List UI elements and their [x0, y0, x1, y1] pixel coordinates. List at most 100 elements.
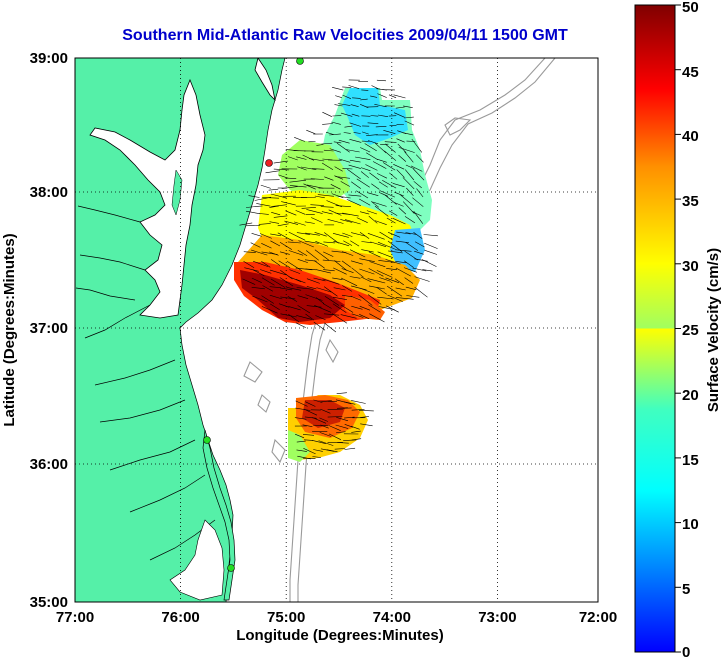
- velocity-arrow: [329, 133, 341, 136]
- velocity-arrow: [281, 201, 296, 206]
- velocity-arrow: [270, 259, 281, 266]
- velocity-arrow: [358, 410, 374, 412]
- x-tick-label: 72:00: [579, 609, 617, 626]
- velocity-arrow: [252, 269, 265, 277]
- velocity-arrow: [351, 430, 361, 433]
- velocity-arrow: [296, 232, 311, 235]
- velocity-arrow: [259, 233, 272, 239]
- velocity-arrow: [333, 141, 342, 144]
- velocity-arrow: [320, 400, 332, 403]
- velocity-arrow: [424, 242, 438, 249]
- velocity-arrow: [350, 425, 360, 430]
- velocity-arrow: [349, 122, 362, 127]
- velocity-arrow: [319, 432, 332, 437]
- velocity-arrow: [338, 139, 350, 144]
- velocity-arrow: [350, 295, 362, 301]
- chart-title: Southern Mid-Atlantic Raw Velocities 200…: [122, 27, 568, 44]
- velocity-arrow: [289, 179, 307, 183]
- velocity-arrow: [361, 89, 369, 91]
- velocity-arrow: [371, 85, 379, 90]
- velocity-arrow: [375, 126, 387, 128]
- velocity-arrow: [384, 150, 397, 161]
- velocity-arrow: [325, 131, 334, 135]
- velocity-arrow: [296, 315, 312, 320]
- velocity-arrow: [344, 416, 355, 419]
- velocity-arrow: [386, 285, 403, 297]
- colorbar-tick-label: 30: [682, 258, 699, 275]
- velocity-arrow: [348, 194, 362, 197]
- velocity-arrow: [404, 250, 418, 261]
- velocity-arrow: [303, 439, 313, 441]
- velocity-arrow: [268, 188, 279, 191]
- velocity-arrow: [371, 183, 380, 190]
- velocity-arrow: [244, 267, 259, 272]
- velocity-arrow: [323, 241, 336, 244]
- velocity-arrow: [337, 195, 351, 199]
- colorbar-tick-label: 40: [682, 128, 699, 145]
- velocity-arrow: [334, 260, 348, 271]
- velocity-arrow: [376, 158, 387, 163]
- velocity-arrow: [403, 260, 414, 268]
- x-tick-label: 74:00: [373, 609, 411, 626]
- velocity-arrow: [320, 408, 331, 414]
- velocity-arrow: [379, 277, 391, 282]
- velocity-arrow: [269, 303, 280, 311]
- velocity-arrow: [375, 220, 387, 225]
- velocity-arrow: [342, 232, 353, 237]
- velocity-arrow: [359, 198, 371, 206]
- velocity-arrow: [398, 147, 415, 153]
- velocity-arrow: [321, 142, 333, 145]
- velocity-arrow: [245, 225, 261, 227]
- velocity-arrow: [289, 269, 301, 274]
- velocity-arrow: [269, 221, 280, 224]
- y-tick-label: 39:00: [30, 50, 68, 67]
- velocity-arrow: [423, 234, 438, 237]
- velocity-arrow: [330, 184, 341, 190]
- velocity-arrow: [252, 295, 268, 303]
- velocity-arrow: [334, 104, 343, 107]
- velocity-arrow: [251, 277, 262, 283]
- station-marker: [203, 436, 211, 444]
- velocity-arrow: [273, 160, 288, 164]
- velocity-arrow: [402, 132, 414, 136]
- velocity-arrow: [351, 438, 362, 441]
- velocity-arrow: [260, 269, 272, 274]
- colorbar-tick-label: 50: [682, 0, 699, 16]
- velocity-arrow: [335, 205, 351, 207]
- colorbar-tick-label: 15: [682, 452, 699, 469]
- velocity-arrow: [323, 286, 338, 297]
- velocity-arrow: [242, 278, 256, 285]
- velocity-arrow: [305, 294, 323, 301]
- velocity-arrow: [288, 306, 301, 311]
- velocity-arrow: [376, 79, 387, 82]
- velocity-arrow: [372, 161, 387, 169]
- velocity-arrow: [404, 169, 415, 181]
- velocity-arrow: [374, 142, 387, 154]
- velocity-arrow: [351, 232, 365, 237]
- velocity-arrow: [323, 269, 335, 272]
- velocity-arrow: [323, 313, 340, 316]
- velocity-arrow: [340, 277, 358, 287]
- velocity-arrow: [304, 221, 315, 224]
- velocity-arrow: [322, 259, 341, 262]
- x-tick-label: 75:00: [267, 609, 305, 626]
- velocity-arrow: [327, 408, 344, 410]
- x-tick-label: 76:00: [161, 609, 199, 626]
- velocity-arrow: [294, 221, 306, 226]
- velocity-arrow: [361, 115, 371, 117]
- velocity-arrow: [377, 251, 394, 258]
- velocity-arrow: [376, 270, 393, 278]
- velocity-arrow: [304, 240, 319, 244]
- velocity-arrow: [406, 295, 420, 298]
- velocity-arrow: [385, 305, 399, 313]
- velocity-arrow: [269, 286, 281, 288]
- velocity-arrow: [327, 416, 343, 418]
- velocity-arrow: [374, 104, 387, 108]
- colorbar-gradient: [634, 4, 676, 653]
- velocity-arrow: [394, 191, 404, 197]
- velocity-arrow: [343, 401, 356, 405]
- velocity-arrow: [243, 251, 256, 253]
- velocity-arrow: [337, 103, 351, 106]
- velocity-arrow: [332, 277, 343, 280]
- velocity-arrow: [280, 296, 296, 300]
